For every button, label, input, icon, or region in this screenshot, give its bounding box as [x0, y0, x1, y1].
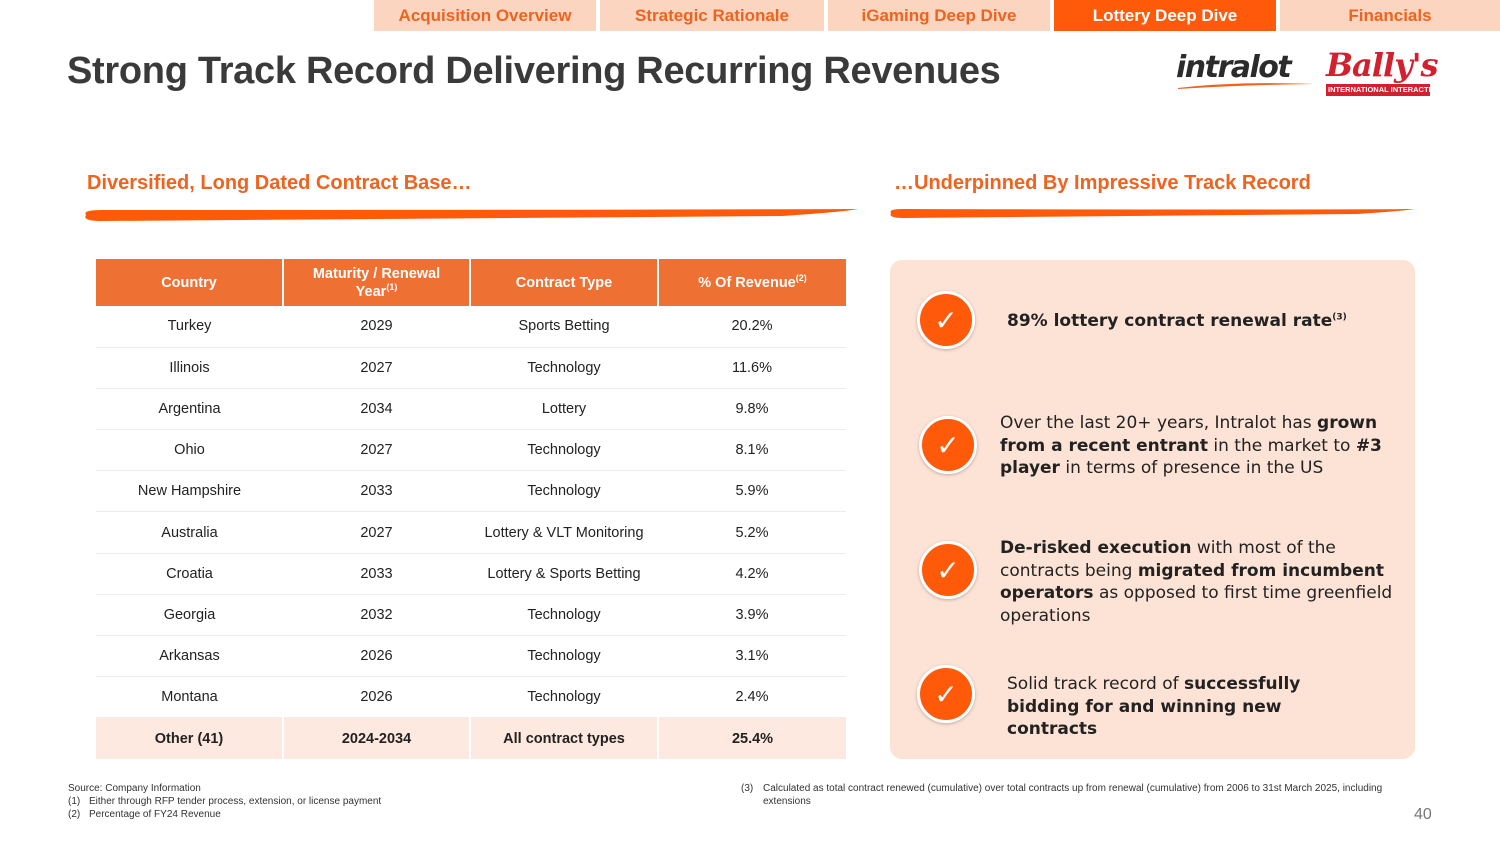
cell-revenue: 25.4% — [657, 717, 846, 760]
cell-revenue: 2.4% — [658, 676, 846, 719]
table-header-row: Country Maturity / Renewal Year(1) Contr… — [96, 259, 846, 306]
cell-type: Technology — [470, 635, 658, 678]
right-section-heading: …Underpinned By Impressive Track Record — [894, 172, 1311, 194]
cell-year: 2033 — [283, 553, 470, 595]
col-header-country: Country — [96, 259, 283, 306]
table-row: New Hampshire 2033 Technology 5.9% — [96, 470, 846, 513]
cell-revenue: 5.2% — [658, 511, 846, 554]
table-row: Montana 2026 Technology 2.4% — [96, 676, 846, 719]
cell-year: 2032 — [283, 594, 470, 637]
table-row-other-total: Other (41) 2024-2034 All contract types 25.… — [96, 717, 846, 760]
cell-year: 2026 — [283, 676, 470, 719]
col-header-contract-type: Contract Type — [469, 259, 658, 306]
cell-country: New Hampshire — [96, 470, 283, 513]
intralot-logo-swoosh — [1178, 83, 1314, 89]
table-row: Arkansas 2026 Technology 3.1% — [96, 635, 846, 678]
cell-type: Technology — [470, 347, 658, 389]
track-record-panel: ✓ 89% lottery contract renewal rate(3) ✓… — [890, 260, 1415, 759]
cell-type: Technology — [470, 594, 658, 637]
footnotes-right: (3) Calculated as total contract renewed … — [741, 782, 1401, 808]
tab-financials[interactable]: Financials — [1280, 0, 1500, 31]
tab-acquisition-overview[interactable]: Acquisition Overview — [374, 0, 596, 31]
table-row: Croatia 2033 Lottery & Sports Betting 4.2% — [96, 553, 846, 595]
footnote-1: (1) Either through RFP tender process, ex… — [68, 796, 382, 807]
cell-country: Argentina — [96, 388, 283, 431]
point-bidding: Solid track record of successfully biddi… — [1007, 674, 1301, 739]
table-row: Illinois 2027 Technology 11.6% — [96, 347, 846, 389]
page-number: 40 — [1414, 806, 1432, 823]
cell-country: Ohio — [96, 429, 283, 472]
cell-year: 2024-2034 — [282, 717, 470, 760]
point-renewal-rate: 89% lottery contract renewal rate(3) — [1007, 311, 1347, 331]
cell-type: All contract types — [469, 717, 658, 760]
section-nav: Acquisition Overview Strategic Rationale… — [374, 0, 1500, 31]
cell-revenue: 11.6% — [658, 347, 846, 389]
page-title: Strong Track Record Delivering Recurring… — [67, 50, 1001, 92]
cell-revenue: 9.8% — [658, 388, 846, 431]
check-icon: ✓ — [917, 291, 975, 349]
right-heading-swoosh — [890, 209, 1414, 218]
cell-type: Technology — [470, 470, 658, 513]
contracts-table: Country Maturity / Renewal Year(1) Contr… — [96, 259, 846, 760]
table-row: Argentina 2034 Lottery 9.8% — [96, 388, 846, 431]
cell-revenue: 5.9% — [658, 470, 846, 513]
cell-year: 2033 — [283, 470, 470, 513]
cell-country: Croatia — [96, 553, 283, 595]
table-row: Georgia 2032 Technology 3.9% — [96, 594, 846, 637]
cell-year: 2029 — [283, 306, 470, 348]
cell-country: Australia — [96, 511, 283, 554]
cell-country: Other (41) — [96, 717, 283, 760]
point-de-risked: De-risked execution with most of the con… — [1000, 538, 1393, 626]
tab-strategic-rationale[interactable]: Strategic Rationale — [600, 0, 824, 31]
footnote-source: Source: Company Information — [68, 783, 201, 794]
col-header-revenue: % Of Revenue(2) — [657, 259, 846, 306]
point-growth: Over the last 20+ years, Intralot has gr… — [1000, 413, 1382, 478]
cell-country: Arkansas — [96, 635, 283, 678]
cell-country: Montana — [96, 676, 283, 719]
cell-revenue: 3.9% — [658, 594, 846, 637]
check-icon: ✓ — [917, 665, 975, 723]
left-section-heading: Diversified, Long Dated Contract Base… — [87, 172, 472, 194]
tab-igaming-deep-dive[interactable]: iGaming Deep Dive — [828, 0, 1050, 31]
cell-year: 2026 — [283, 635, 470, 678]
footnotes-left: Source: Company Information (1) Either th… — [68, 782, 668, 821]
left-heading-swoosh — [85, 209, 859, 221]
cell-year: 2027 — [283, 511, 470, 554]
check-icon: ✓ — [919, 541, 977, 599]
cell-revenue: 8.1% — [658, 429, 846, 472]
cell-year: 2034 — [283, 388, 470, 431]
cell-type: Technology — [470, 429, 658, 472]
footnote-2: (2) Percentage of FY24 Revenue — [68, 809, 221, 820]
table-row: Turkey 2029 Sports Betting 20.2% — [96, 306, 846, 348]
check-icon: ✓ — [919, 416, 977, 474]
intralot-logo-text: intralot — [1176, 50, 1292, 85]
cell-revenue: 4.2% — [658, 553, 846, 595]
cell-type: Technology — [470, 676, 658, 719]
footnote-3: (3) Calculated as total contract renewed … — [741, 783, 1383, 807]
cell-year: 2027 — [283, 347, 470, 389]
cell-type: Lottery — [470, 388, 658, 431]
ballys-logo: Bally's INTERNATIONAL INTERACTIVE — [1326, 46, 1441, 100]
cell-type: Lottery & Sports Betting — [470, 553, 658, 595]
ballys-logo-text: Bally's — [1326, 46, 1439, 84]
cell-country: Illinois — [96, 347, 283, 389]
col-header-maturity: Maturity / Renewal Year(1) — [282, 259, 470, 306]
cell-country: Georgia — [96, 594, 283, 637]
cell-country: Turkey — [96, 306, 283, 348]
tab-lottery-deep-dive[interactable]: Lottery Deep Dive — [1054, 0, 1276, 31]
ballys-logo-subtitle: INTERNATIONAL INTERACTIVE — [1326, 84, 1441, 96]
cell-type: Sports Betting — [470, 306, 658, 348]
intralot-logo: intralot — [1176, 50, 1316, 94]
cell-revenue: 20.2% — [658, 306, 846, 348]
cell-type: Lottery & VLT Monitoring — [470, 511, 658, 554]
cell-revenue: 3.1% — [658, 635, 846, 678]
table-row: Ohio 2027 Technology 8.1% — [96, 429, 846, 472]
table-row: Australia 2027 Lottery & VLT Monitoring 5.2… — [96, 511, 846, 554]
cell-year: 2027 — [283, 429, 470, 472]
